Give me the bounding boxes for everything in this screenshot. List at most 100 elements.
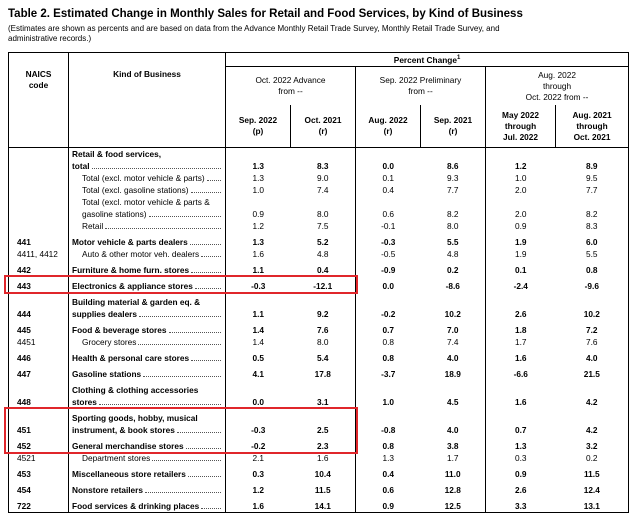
naics-code: 445 bbox=[8, 320, 69, 336]
label-text: Building material & garden eq. & bbox=[72, 297, 201, 307]
naics-code: 4451 bbox=[8, 336, 69, 348]
percent-value: -0.5 bbox=[381, 249, 396, 259]
percent-value: 18.9 bbox=[420, 364, 486, 380]
data-row: Retail 1.2 7.5 -0.1 8.0 0.9 8.3 bbox=[8, 220, 630, 232]
percent-value: 0.8 bbox=[382, 353, 395, 363]
kind-of-business: Retail & food services, total bbox=[68, 147, 226, 172]
percent-value: 1.6 bbox=[514, 397, 527, 407]
percent-value: 0.1 bbox=[514, 265, 527, 275]
percent-value: 12.8 bbox=[420, 480, 486, 496]
sales-table: NAICS code Kind of Business Percent Change1… bbox=[8, 52, 630, 513]
data-row: 454 Nonstore retailers 1.2 11.5 0.6 12.8 2.6 12… bbox=[8, 480, 630, 496]
percent-value: 3.2 bbox=[555, 436, 630, 452]
label-text: total bbox=[72, 161, 90, 171]
column-header: Sep. 2022 (p) bbox=[225, 105, 291, 148]
column-header: Aug. 2021 through Oct. 2021 bbox=[555, 105, 630, 148]
percent-value: 4.0 bbox=[555, 348, 630, 364]
naics-code: 722 bbox=[8, 496, 69, 513]
header-row: NAICS code Kind of Business Percent Change1 bbox=[8, 52, 630, 148]
label-line: Total (excl. gasoline stations) bbox=[72, 184, 222, 196]
percent-value: 1.2 bbox=[252, 485, 265, 495]
percent-value: 4.8 bbox=[420, 248, 486, 260]
label-text: Auto & other motor veh. dealers bbox=[82, 249, 200, 259]
naics-code: 454 bbox=[8, 480, 69, 496]
data-row: 445 Food & beverage stores 1.4 7.6 0.7 7.0 1.8… bbox=[8, 320, 630, 336]
percent-value: 0.7 bbox=[382, 325, 395, 335]
header-row: Sep. 2022 (p) Oct. 2021 (r) Aug. 2022 (r) Sep.… bbox=[9, 105, 630, 148]
group-header: Sep. 2022 Preliminary from -- bbox=[355, 66, 486, 105]
percent-value: 0.8 bbox=[555, 260, 630, 276]
kind-of-business: Nonstore retailers bbox=[68, 480, 226, 496]
percent-value: 10.2 bbox=[420, 292, 486, 320]
naics-code: 444 bbox=[8, 292, 69, 320]
percent-value: 1.8 bbox=[514, 325, 527, 335]
naics-code: 443 bbox=[8, 276, 69, 292]
label-text: Electronics & appliance stores bbox=[72, 281, 193, 291]
label-line: supplies dealers bbox=[72, 308, 222, 320]
header-row: Oct. 2022 Advance from -- Sep. 2022 Prelim… bbox=[9, 66, 630, 105]
dot-leader bbox=[148, 208, 221, 217]
highlight-box bbox=[4, 275, 358, 294]
percent-value: 2.0 bbox=[514, 209, 527, 219]
header-text: through bbox=[576, 120, 608, 131]
percent-value: 8.0 bbox=[290, 196, 356, 220]
percent-value: 0.9 bbox=[514, 221, 527, 231]
footnote-mark: 1 bbox=[456, 55, 461, 62]
naics-code: 451 bbox=[8, 408, 69, 436]
naics-code: 447 bbox=[8, 364, 69, 380]
data-row: Total (excl. motor vehicle & parts) 1.3 9.… bbox=[8, 172, 630, 184]
label-line: gasoline stations) bbox=[72, 208, 222, 220]
naics-code bbox=[8, 196, 69, 220]
percent-value: 4.2 bbox=[555, 408, 630, 436]
label-line: instrument, & book stores bbox=[72, 424, 222, 436]
percent-value: 3.8 bbox=[420, 436, 486, 452]
data-row: 446 Health & personal care stores 0.5 5.4 0.… bbox=[8, 348, 630, 364]
naics-code bbox=[8, 147, 69, 172]
percent-value: 7.6 bbox=[290, 320, 356, 336]
percent-value: 1.3 bbox=[252, 237, 265, 247]
header-text: (r) bbox=[448, 126, 458, 136]
dot-leader bbox=[194, 280, 221, 289]
header-text: (p) bbox=[252, 126, 264, 136]
percent-value: 0.2 bbox=[555, 452, 630, 464]
percent-value: 1.3 bbox=[514, 441, 527, 451]
label-text: Gasoline stations bbox=[72, 369, 142, 379]
percent-value: 1.1 bbox=[252, 265, 265, 275]
percent-value: 1.3 bbox=[382, 453, 395, 463]
percent-value: -6.6 bbox=[513, 369, 528, 379]
dot-leader bbox=[190, 184, 221, 193]
percent-value: -9.6 bbox=[555, 276, 630, 292]
label-line: Grocery stores bbox=[72, 336, 222, 348]
data-row: Total (excl. motor vehicle & parts & gaso… bbox=[8, 196, 630, 220]
naics-code: 4411, 4412 bbox=[8, 248, 69, 260]
label-text: Sporting goods, hobby, musical bbox=[72, 413, 198, 423]
kind-of-business: Furniture & home furn. stores bbox=[68, 260, 226, 276]
data-row: 4451 Grocery stores 1.4 8.0 0.8 7.4 1.7 7.6 bbox=[8, 336, 630, 348]
data-row: 722 Food services & drinking places 1.6 14.… bbox=[8, 496, 630, 513]
percent-value: 1.4 bbox=[252, 325, 265, 335]
label-text: Miscellaneous store retailers bbox=[72, 469, 186, 479]
percent-value: 9.5 bbox=[555, 172, 630, 184]
percent-value: -0.3 bbox=[381, 237, 396, 247]
percent-value: 7.5 bbox=[290, 220, 356, 232]
label-line: total bbox=[72, 160, 222, 172]
percent-value: 7.7 bbox=[420, 184, 486, 196]
percent-value: 7.7 bbox=[555, 184, 630, 196]
kind-of-business: Food services & drinking places bbox=[68, 496, 226, 513]
kind-of-business: Electronics & appliance stores bbox=[68, 276, 226, 292]
data-row: Retail & food services, total 1.3 8.3 0.0 8.6… bbox=[8, 147, 630, 172]
kind-of-business: Auto & other motor veh. dealers bbox=[68, 248, 226, 260]
percent-value: 4.5 bbox=[420, 380, 486, 408]
label-line: stores bbox=[72, 396, 222, 408]
percent-value: 5.2 bbox=[290, 232, 356, 248]
kind-of-business: Total (excl. gasoline stations) bbox=[68, 184, 226, 196]
percent-value: -0.1 bbox=[381, 221, 396, 231]
percent-value: 0.4 bbox=[382, 185, 395, 195]
percent-value: 1.2 bbox=[514, 161, 527, 171]
kind-of-business: Total (excl. motor vehicle & parts & gaso… bbox=[68, 196, 226, 220]
label-line: Retail & food services, bbox=[72, 148, 222, 160]
percent-value: 17.8 bbox=[290, 364, 356, 380]
percent-value: 0.0 bbox=[382, 161, 395, 171]
percent-value: 0.0 bbox=[252, 397, 265, 407]
percent-value: -2.4 bbox=[513, 281, 528, 291]
